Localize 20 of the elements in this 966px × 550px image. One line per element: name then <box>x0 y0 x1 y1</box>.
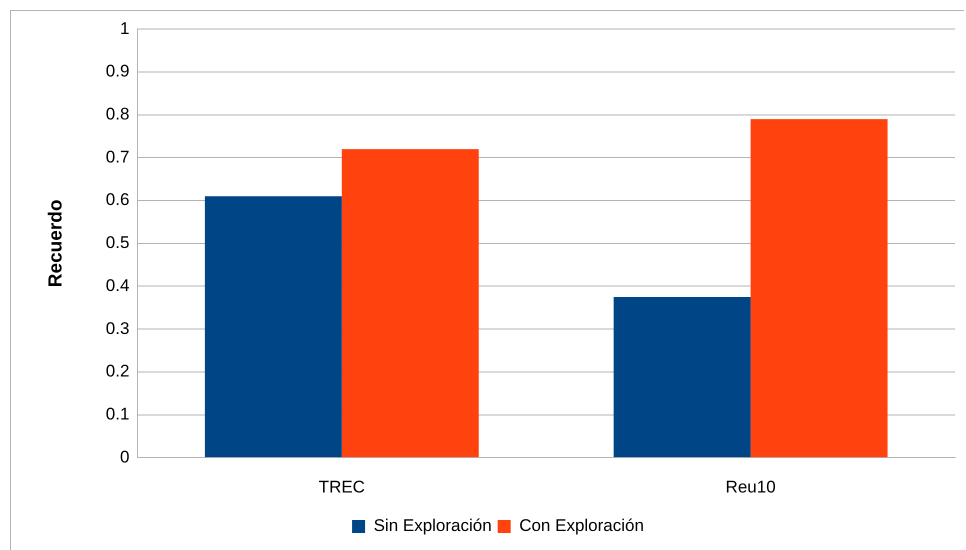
y-tick-label: 0.9 <box>106 62 130 81</box>
y-tick-label: 0.7 <box>106 147 130 166</box>
y-axis-title: Recuerdo <box>46 200 67 288</box>
y-tick-label: 0.4 <box>106 276 130 295</box>
x-tick-label: TREC <box>318 477 365 496</box>
y-tick-label: 0.8 <box>106 104 130 124</box>
bar <box>750 119 888 458</box>
legend-label: Con Exploración <box>519 516 644 536</box>
bar <box>204 196 342 458</box>
bar <box>614 296 751 458</box>
bar <box>342 149 479 458</box>
y-tick-label: 0 <box>120 447 130 466</box>
legend-label: Sin Exploración <box>374 516 492 536</box>
y-tick-label: 0.1 <box>106 404 130 424</box>
y-tick-label: 0.2 <box>106 362 130 381</box>
x-tick-label: Reu10 <box>726 477 776 496</box>
y-tick-label: 1 <box>120 18 130 38</box>
y-tick-label: 0.6 <box>106 190 130 210</box>
y-tick-label: 0.5 <box>106 233 130 252</box>
y-tick-label: 0.3 <box>106 318 130 338</box>
